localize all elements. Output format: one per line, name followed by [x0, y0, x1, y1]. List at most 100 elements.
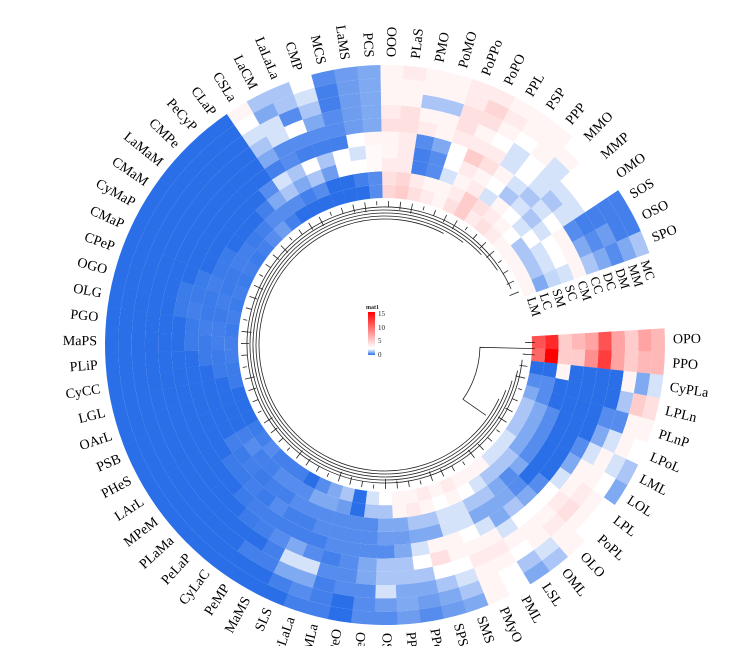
heatmap-cell	[326, 481, 344, 499]
heatmap-cell	[244, 210, 265, 231]
heatmap-cell	[369, 184, 383, 199]
heatmap-cell	[464, 209, 483, 229]
heatmap-cell	[300, 156, 322, 176]
heatmap-cell	[463, 536, 487, 556]
heatmap-cell	[328, 135, 349, 152]
heatmap-cell	[545, 156, 571, 181]
heatmap-cell	[193, 269, 212, 290]
sector-label: SMS	[473, 614, 496, 645]
sector-label: PoMO	[456, 30, 481, 70]
heatmap-cell	[132, 460, 156, 487]
heatmap-cell	[573, 187, 597, 213]
heatmap-cell	[292, 568, 317, 588]
heatmap-cell	[232, 284, 249, 302]
heatmap-cell	[484, 144, 508, 166]
heatmap-cell	[584, 349, 599, 369]
heatmap-cell	[205, 392, 223, 412]
heatmap-cell	[539, 459, 561, 482]
heatmap-cell	[225, 361, 241, 377]
sector-label: LaCM	[230, 53, 260, 93]
heatmap-cell	[206, 274, 225, 294]
heatmap-cell	[580, 489, 604, 516]
heatmap-cell	[312, 181, 331, 200]
heatmap-cell	[529, 241, 549, 262]
sector-label: CLaP	[187, 84, 218, 119]
heatmap-cell	[628, 231, 650, 258]
heatmap-cell	[247, 562, 274, 585]
heatmap-cell	[492, 216, 512, 236]
heatmap-cell	[567, 258, 587, 280]
heatmap-cell	[378, 505, 393, 519]
heatmap-cell	[571, 333, 586, 350]
heatmap-cell	[293, 87, 319, 107]
heatmap-cell	[187, 248, 207, 270]
sector-label: OSO	[640, 198, 672, 224]
heatmap-cell	[489, 457, 510, 477]
heatmap-cell	[236, 272, 254, 290]
heatmap-cell	[407, 186, 423, 203]
heatmap-cell	[398, 131, 418, 148]
heatmap-cell	[616, 390, 634, 414]
heatmap-cell	[499, 153, 523, 176]
heatmap-cell	[175, 384, 193, 405]
heatmap-cell	[585, 204, 608, 230]
heatmap-cell	[173, 298, 190, 318]
heatmap-cell	[237, 241, 257, 261]
dendrogram-branch	[506, 280, 515, 285]
heatmap-cell	[498, 428, 517, 448]
heatmap-cell	[264, 159, 287, 180]
heatmap-cell	[446, 72, 473, 92]
heatmap-cell	[188, 381, 206, 401]
heatmap-cell	[355, 570, 377, 585]
heatmap-cell	[425, 163, 444, 181]
heatmap-cell	[560, 395, 578, 416]
dendrogram-branch	[517, 388, 522, 391]
heatmap-cell	[246, 90, 274, 114]
sector-label: SPO	[650, 222, 679, 245]
heatmap-cell	[218, 389, 236, 407]
heatmap-cell	[572, 399, 591, 420]
heatmap-cell	[499, 447, 519, 467]
heatmap-cell	[123, 439, 145, 467]
heatmap-cell	[485, 538, 510, 561]
heatmap-cell	[218, 158, 242, 182]
heatmap-cell	[523, 413, 542, 433]
dendrogram-branch	[253, 284, 264, 290]
heatmap-cell	[492, 164, 515, 186]
heatmap-cell	[346, 132, 366, 149]
sector-label: LPLn	[664, 404, 698, 426]
heatmap-cell	[264, 210, 284, 230]
dendrogram-branch	[295, 450, 303, 459]
heatmap-cell	[181, 177, 205, 203]
sector-label: PPO	[672, 356, 699, 373]
dendrogram-branch	[252, 212, 513, 478]
heatmap-cell	[572, 235, 593, 259]
heatmap-cell	[438, 587, 463, 606]
heatmap-cell	[392, 503, 408, 519]
heatmap-cell	[241, 456, 262, 477]
heatmap-cell	[523, 560, 550, 585]
heatmap-cell	[198, 319, 214, 336]
heatmap-cell	[584, 332, 599, 351]
heatmap-cell	[186, 532, 213, 559]
heatmap-cell	[435, 506, 455, 524]
sector-label: LOL	[624, 493, 655, 520]
dendrogram-branch	[407, 480, 410, 487]
heatmap-cell	[295, 144, 317, 164]
heatmap-cell	[241, 124, 267, 147]
heatmap-cell	[521, 120, 547, 144]
heatmap-cell	[201, 378, 219, 397]
sector-label: PoPL	[594, 532, 627, 564]
heatmap-cell	[394, 185, 410, 200]
heatmap-cell	[496, 120, 522, 143]
heatmap-cell	[565, 415, 585, 437]
heatmap-cell	[177, 483, 202, 508]
heatmap-cell	[171, 315, 187, 335]
heatmap-cell	[495, 517, 519, 539]
heatmap-cell	[302, 543, 325, 563]
heatmap-cell	[430, 192, 448, 210]
dendrogram-branch	[255, 215, 507, 475]
heatmap-cell	[271, 448, 290, 468]
heatmap-cell	[431, 493, 450, 512]
heatmap-cell	[292, 175, 313, 195]
